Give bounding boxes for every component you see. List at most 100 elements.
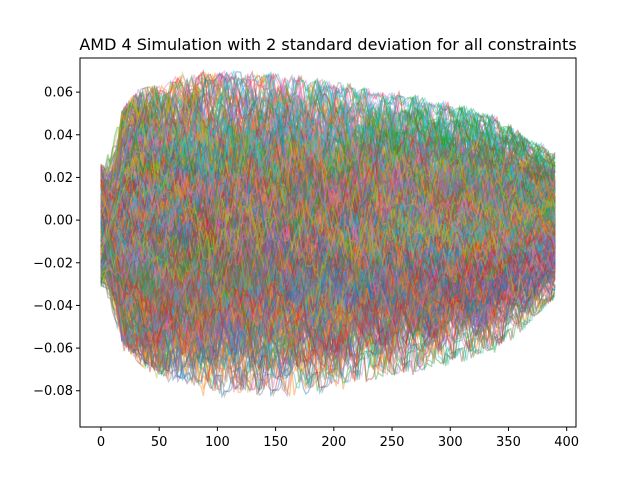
simulation-series-line bbox=[100, 122, 556, 289]
simulation-series-line bbox=[100, 142, 556, 336]
simulation-series-line bbox=[100, 143, 556, 296]
simulation-series-line bbox=[100, 141, 556, 317]
simulation-series-line bbox=[100, 91, 556, 270]
simulation-series-line bbox=[100, 111, 556, 293]
simulation-series-line bbox=[100, 167, 556, 331]
simulation-series-line bbox=[100, 173, 556, 295]
simulation-series-line bbox=[100, 95, 556, 334]
simulation-series-line bbox=[100, 154, 556, 320]
simulation-series-line bbox=[100, 71, 556, 269]
simulation-series-line bbox=[100, 232, 556, 381]
simulation-series-line bbox=[100, 114, 556, 348]
simulation-series-line bbox=[100, 201, 556, 390]
simulation-series-line bbox=[100, 177, 556, 336]
simulation-series-line bbox=[100, 185, 556, 339]
simulation-series-line bbox=[100, 157, 556, 280]
simulation-series-line bbox=[100, 171, 556, 329]
simulation-series-line bbox=[100, 119, 556, 337]
simulation-series-line bbox=[100, 202, 556, 327]
simulation-series-line bbox=[100, 144, 556, 314]
simulation-series-line bbox=[100, 117, 556, 277]
simulation-series-line bbox=[100, 71, 556, 288]
simulation-series-line bbox=[100, 95, 556, 369]
simulation-series-line bbox=[100, 157, 556, 310]
simulation-series-line bbox=[100, 190, 556, 324]
simulation-series-line bbox=[100, 183, 556, 374]
simulation-series-line bbox=[100, 188, 556, 381]
simulation-series-line bbox=[100, 109, 556, 262]
simulation-series-line bbox=[100, 159, 556, 378]
simulation-series-line bbox=[100, 186, 556, 379]
simulation-series-line bbox=[100, 216, 556, 389]
simulation-series-line bbox=[100, 173, 556, 334]
simulation-series-line bbox=[100, 129, 556, 353]
simulation-series-line bbox=[100, 100, 556, 263]
simulation-series-line bbox=[100, 157, 556, 398]
simulation-series-line bbox=[100, 123, 556, 302]
y-tick-label: 0.02 bbox=[44, 171, 73, 186]
simulation-series-line bbox=[100, 105, 556, 297]
simulation-series-line bbox=[100, 87, 556, 255]
simulation-series-line bbox=[100, 114, 556, 265]
simulation-series-line bbox=[100, 180, 556, 326]
simulation-series-line bbox=[100, 99, 556, 255]
simulation-series-line bbox=[100, 131, 556, 308]
simulation-series-line bbox=[100, 113, 556, 330]
y-tick-label: 0.04 bbox=[44, 128, 73, 143]
simulation-series-line bbox=[100, 186, 556, 359]
simulation-series-line bbox=[100, 105, 556, 263]
simulation-series-line bbox=[100, 152, 556, 283]
x-tick-label: 150 bbox=[263, 435, 288, 450]
simulation-series-line bbox=[100, 172, 556, 338]
simulation-series-line bbox=[100, 102, 556, 257]
simulation-series-line bbox=[100, 204, 556, 395]
simulation-series-line bbox=[100, 168, 556, 269]
simulation-series-line bbox=[100, 74, 556, 349]
simulation-series-line bbox=[100, 179, 556, 341]
simulation-series-line bbox=[100, 113, 556, 340]
simulation-series-line bbox=[100, 89, 556, 274]
simulation-series-line bbox=[100, 161, 556, 350]
simulation-series-line bbox=[100, 202, 556, 384]
simulation-series-line bbox=[100, 82, 556, 290]
simulation-series-line bbox=[100, 147, 556, 352]
simulation-series-line bbox=[100, 134, 556, 376]
simulation-series-line bbox=[100, 192, 556, 390]
simulation-series-line bbox=[100, 143, 556, 279]
simulation-series-line bbox=[100, 206, 556, 398]
simulation-series-line bbox=[100, 194, 556, 384]
simulation-series-line bbox=[100, 95, 556, 326]
simulation-series-line bbox=[100, 165, 556, 309]
simulation-series-line bbox=[100, 176, 556, 283]
simulation-series-line bbox=[100, 179, 556, 332]
simulation-series-line bbox=[100, 109, 556, 268]
simulation-series-line bbox=[100, 174, 556, 339]
simulation-series-line bbox=[100, 71, 556, 272]
simulation-series-line bbox=[100, 173, 556, 341]
simulation-series-line bbox=[100, 87, 556, 317]
simulation-series-line bbox=[100, 194, 556, 357]
simulation-series-line bbox=[100, 171, 556, 263]
simulation-series-line bbox=[100, 221, 556, 349]
simulation-series-line bbox=[100, 213, 556, 354]
simulation-series-line bbox=[100, 108, 556, 354]
simulation-series-line bbox=[100, 188, 556, 362]
simulation-series-line bbox=[100, 136, 556, 281]
simulation-series-line bbox=[100, 151, 556, 347]
simulation-series-line bbox=[100, 73, 556, 303]
simulation-series-line bbox=[100, 113, 556, 242]
simulation-series-line bbox=[100, 187, 556, 319]
simulation-series-line bbox=[100, 194, 556, 375]
simulation-series-line bbox=[100, 115, 556, 327]
simulation-series-line bbox=[100, 113, 556, 298]
simulation-series-line bbox=[100, 114, 556, 300]
simulation-series-line bbox=[100, 186, 556, 328]
simulation-series-line bbox=[100, 166, 556, 336]
simulation-series-line bbox=[100, 87, 556, 274]
simulation-series-line bbox=[100, 111, 556, 349]
simulation-series-line bbox=[100, 261, 556, 389]
simulation-series-line bbox=[100, 201, 556, 345]
simulation-series-line bbox=[100, 156, 556, 398]
simulation-series-line bbox=[100, 207, 556, 371]
